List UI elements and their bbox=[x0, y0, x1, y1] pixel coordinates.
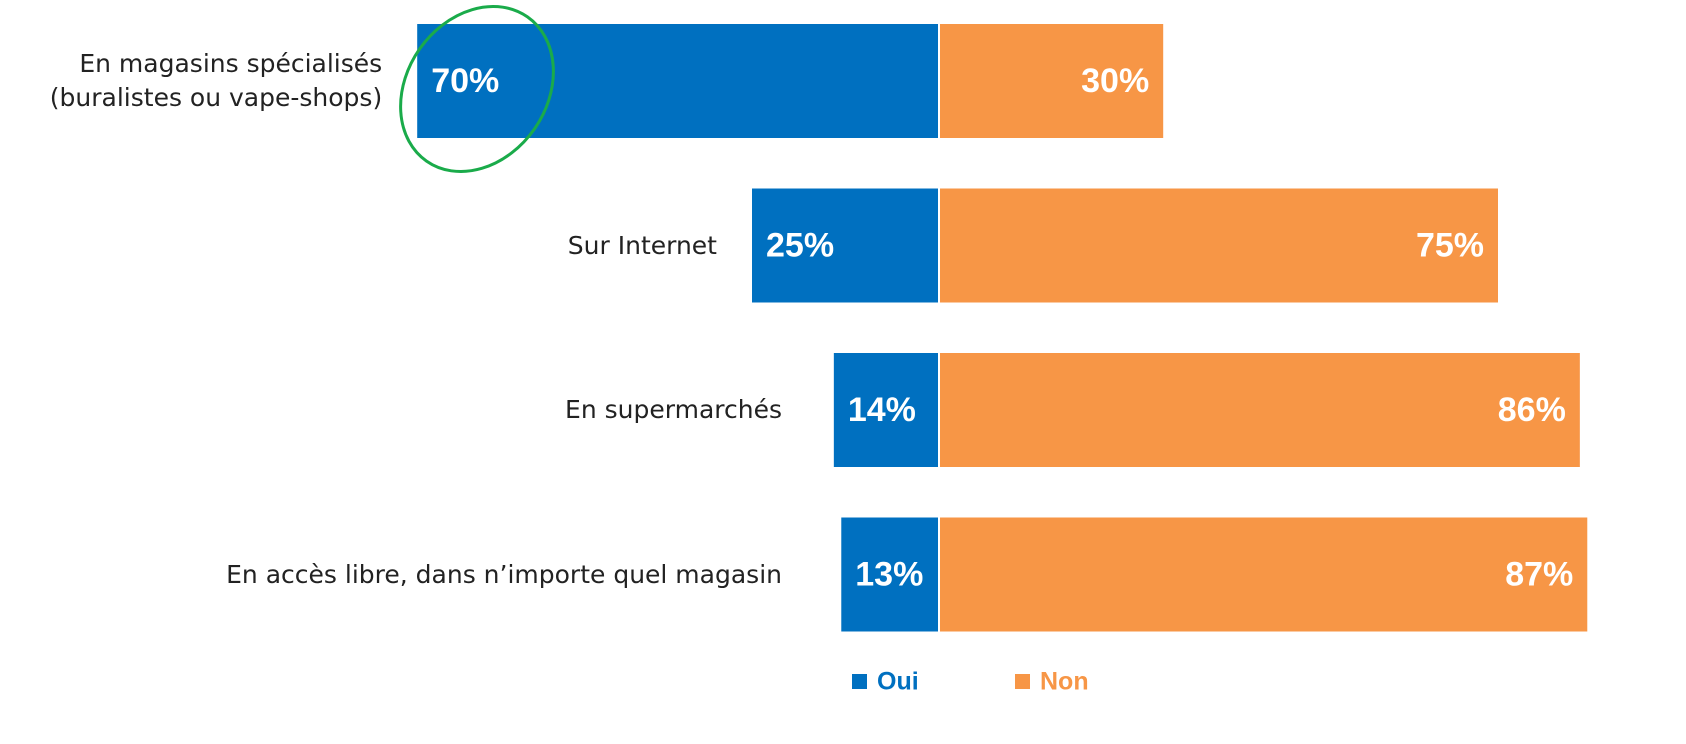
value-label: 75% bbox=[1416, 226, 1484, 264]
bar-oui bbox=[417, 24, 938, 138]
bar-non bbox=[940, 353, 1580, 467]
category-label: En magasins spécialisés (buralistes ou v… bbox=[49, 49, 383, 112]
legend-swatch bbox=[852, 674, 867, 689]
value-label: 14% bbox=[848, 391, 916, 429]
value-label: 30% bbox=[1081, 62, 1149, 100]
legend-label: Non bbox=[1040, 668, 1089, 696]
value-label: 86% bbox=[1498, 391, 1566, 429]
legend-label: Oui bbox=[877, 668, 919, 696]
bar-non bbox=[940, 517, 1588, 632]
value-label: 25% bbox=[766, 226, 834, 264]
bar-non bbox=[940, 24, 1164, 138]
legend-swatch bbox=[1015, 674, 1030, 689]
category-label: En accès libre, dans n’importe quel maga… bbox=[226, 559, 782, 589]
bar-oui bbox=[752, 188, 938, 303]
value-label: 13% bbox=[855, 555, 923, 593]
value-label: 87% bbox=[1505, 555, 1573, 593]
category-label: En supermarchés bbox=[565, 395, 782, 424]
bar-oui bbox=[841, 517, 938, 632]
highlight-ellipse bbox=[399, 4, 555, 174]
value-label: 70% bbox=[431, 62, 499, 100]
bar-oui bbox=[833, 353, 938, 467]
category-label: Sur Internet bbox=[567, 230, 717, 260]
bar-non bbox=[940, 188, 1498, 303]
